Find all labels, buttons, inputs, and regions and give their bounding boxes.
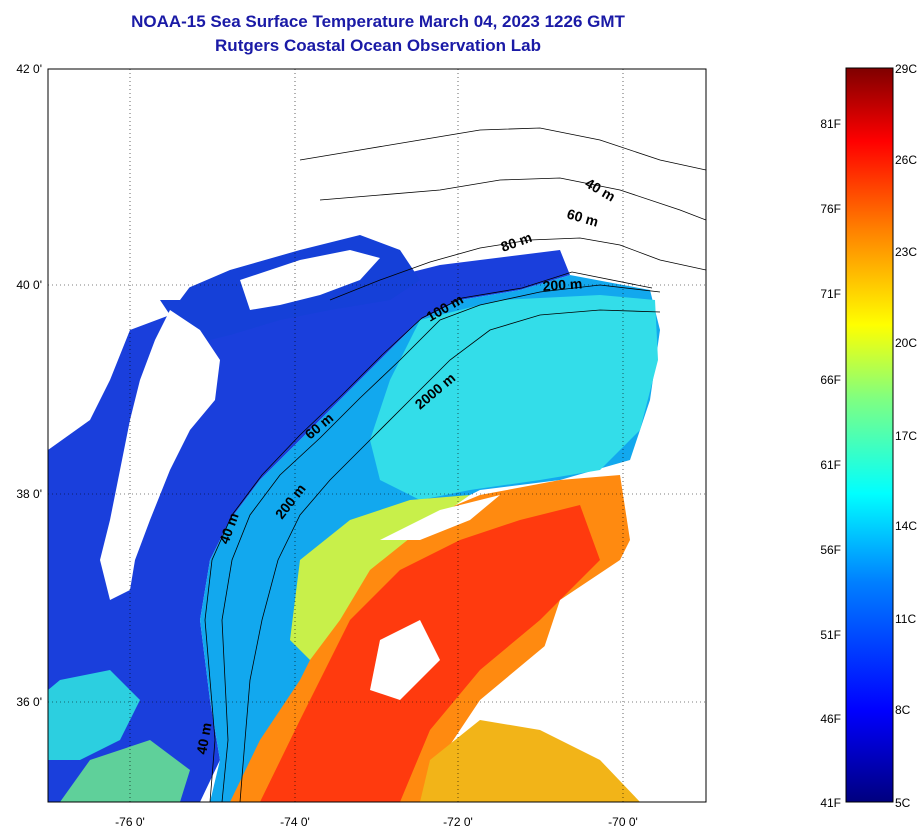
colorbar-fahrenheit-label: 81F (820, 117, 841, 131)
longitude-axis: -76 0' -74 0' -72 0' -70 0' (115, 815, 638, 829)
colorbar-fahrenheit-label: 56F (820, 543, 841, 557)
lat-tick-label: 42 0' (16, 62, 42, 76)
colorbar-fahrenheit-label: 76F (820, 202, 841, 216)
lon-tick-label: -76 0' (115, 815, 145, 829)
depth-label: 200 m (542, 275, 583, 294)
title-line-2: Rutgers Coastal Ocean Observation Lab (215, 36, 541, 55)
colorbar-celsius-label: 20C (895, 336, 917, 350)
colorbar-celsius-label: 17C (895, 429, 917, 443)
colorbar-celsius-label: 11C (895, 612, 916, 626)
lon-tick-label: -72 0' (443, 815, 473, 829)
colorbar-celsius-label: 23C (895, 245, 917, 259)
depth-label: 40 m (193, 721, 214, 755)
sea-surface-temperature-layer (48, 69, 706, 802)
lat-tick-label: 38 0' (16, 487, 42, 501)
colorbar-fahrenheit-labels: 81F 76F 71F 66F 61F 56F 51F 46F 41F (820, 117, 841, 810)
colorbar-fahrenheit-label: 46F (820, 712, 841, 726)
lon-tick-label: -74 0' (280, 815, 310, 829)
colorbar-fahrenheit-label: 41F (820, 796, 841, 810)
colorbar-fahrenheit-label: 51F (820, 628, 841, 642)
colorbar-celsius-label: 5C (895, 796, 911, 810)
lat-tick-label: 36 0' (16, 695, 42, 709)
lat-tick-label: 40 0' (16, 278, 42, 292)
colorbar-celsius-label: 8C (895, 703, 911, 717)
colorbar-celsius-label: 26C (895, 153, 917, 167)
title-line-1: NOAA-15 Sea Surface Temperature March 04… (131, 12, 625, 31)
latitude-axis: 42 0' 40 0' 38 0' 36 0' (16, 62, 42, 709)
temperature-colorbar (845, 67, 894, 803)
colorbar-celsius-label: 14C (895, 519, 917, 533)
colorbar-fahrenheit-label: 66F (820, 373, 841, 387)
bathymetry-contours (204, 127, 706, 802)
graticule (48, 69, 706, 802)
colorbar-celsius-label: 29C (895, 62, 917, 76)
colorbar-fahrenheit-label: 61F (820, 458, 841, 472)
map-border (47, 68, 707, 803)
lon-tick-label: -70 0' (608, 815, 638, 829)
colorbar-celsius-labels: 29C 26C 23C 20C 17C 14C 11C 8C 5C (895, 62, 917, 810)
colorbar-fahrenheit-label: 71F (820, 287, 841, 301)
